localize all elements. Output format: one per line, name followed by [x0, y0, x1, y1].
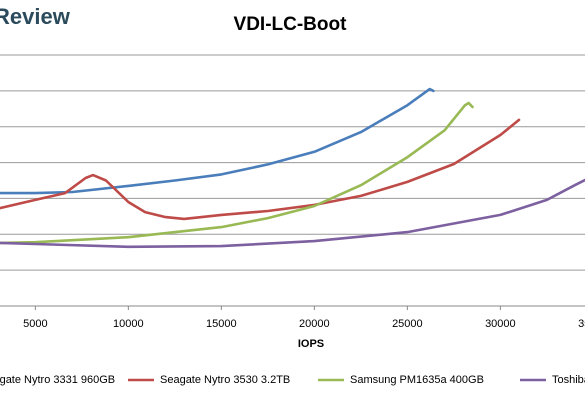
x-tick-label: 5000 [23, 318, 47, 330]
legend-label: Seagate Nytro 3331 960GB [0, 374, 115, 386]
x-tick-label: 10000 [113, 318, 144, 330]
series-line [0, 87, 435, 195]
x-tick-label: 25000 [392, 318, 423, 330]
x-tick-label: 35000 [578, 318, 585, 330]
legend-label: Seagate Nytro 3530 3.2TB [160, 374, 290, 386]
legend-label: Samsung PM1635a 400GB [350, 374, 484, 386]
series-line [0, 178, 585, 249]
series-line [0, 118, 521, 221]
chart-title: VDI-LC-Boot [234, 14, 348, 35]
x-tick-label: 30000 [485, 318, 516, 330]
x-axis-label: IOPS [298, 338, 324, 350]
series-line [0, 101, 474, 245]
x-tick-label: 20000 [299, 318, 330, 330]
brand-logo: Review [0, 4, 71, 29]
x-tick-label: 15000 [206, 318, 237, 330]
legend-label: Toshiba [552, 374, 585, 386]
